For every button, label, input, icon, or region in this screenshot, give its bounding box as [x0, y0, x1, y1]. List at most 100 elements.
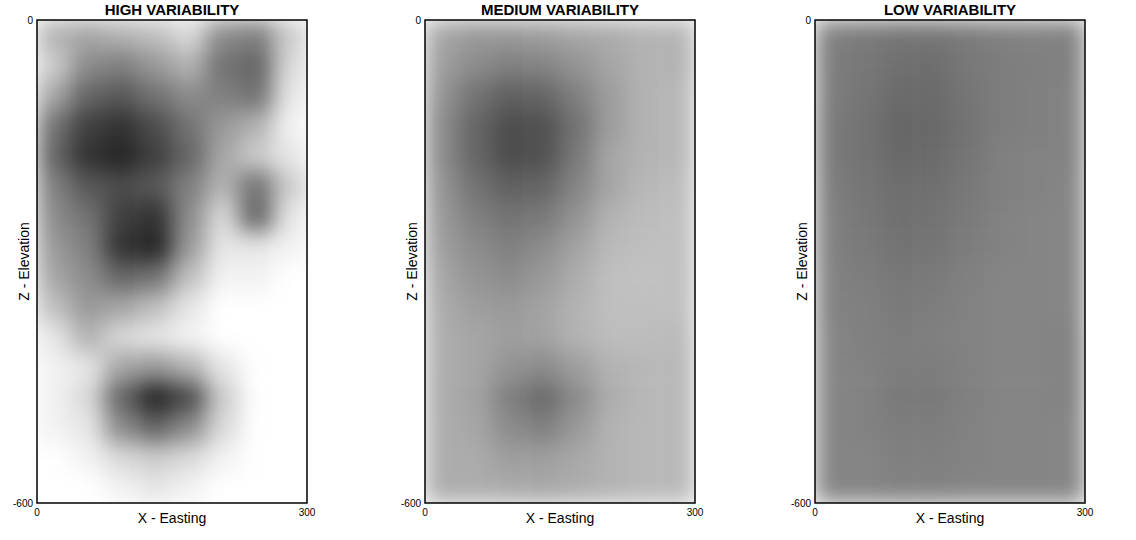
- heat-cell: [1018, 322, 1052, 353]
- heat-cell: [37, 292, 71, 323]
- heat-cell: [916, 80, 950, 111]
- heat-cell: [172, 141, 206, 172]
- heat-cell: [425, 231, 459, 262]
- heat-cell: [493, 50, 527, 81]
- heat-cell: [950, 292, 984, 323]
- heat-cell: [37, 201, 71, 232]
- heat-cell: [950, 352, 984, 383]
- heat-cell: [206, 111, 240, 142]
- heat-cell: [984, 292, 1018, 323]
- heat-cell: [37, 80, 71, 111]
- heat-cell: [172, 80, 206, 111]
- heat-cell: [1051, 412, 1085, 443]
- heat-cell: [661, 80, 695, 111]
- panel-title: MEDIUM VARIABILITY: [481, 1, 639, 18]
- heat-cell: [950, 473, 984, 503]
- heat-cell: [425, 322, 459, 353]
- heat-cell: [1051, 141, 1085, 172]
- heat-cell: [883, 50, 917, 81]
- heat-cell: [984, 231, 1018, 262]
- heat-cell: [661, 443, 695, 474]
- heat-cell: [849, 20, 883, 51]
- heat-cell: [273, 473, 307, 503]
- heat-cell: [984, 473, 1018, 503]
- heat-cell: [594, 473, 628, 503]
- heat-cell: [849, 171, 883, 202]
- x-tick-label: 0: [422, 507, 428, 518]
- heat-cell: [815, 412, 849, 443]
- heat-cell: [273, 20, 307, 51]
- heat-cell: [849, 412, 883, 443]
- heat-cell: [425, 352, 459, 383]
- heat-cell: [138, 171, 172, 202]
- heat-cell: [37, 262, 71, 293]
- heat-cell: [526, 171, 560, 202]
- heat-cell: [1051, 171, 1085, 202]
- heat-cell: [950, 50, 984, 81]
- heat-cell: [273, 231, 307, 262]
- heat-cell: [37, 322, 71, 353]
- panel: LOW VARIABILITY-60000300X - EastingZ - E…: [791, 1, 1094, 526]
- heat-cell: [71, 171, 105, 202]
- heat-cell: [138, 443, 172, 474]
- heat-cell: [526, 20, 560, 51]
- heat-cell: [526, 292, 560, 323]
- heat-cell: [206, 20, 240, 51]
- y-axis-title: Z - Elevation: [794, 222, 810, 301]
- heat-cell: [273, 352, 307, 383]
- heat-cell: [206, 141, 240, 172]
- y-tick-label: -600: [13, 498, 33, 509]
- heat-cell: [1018, 473, 1052, 503]
- heat-cell: [984, 141, 1018, 172]
- heat-cell: [138, 292, 172, 323]
- heat-cell: [984, 322, 1018, 353]
- heat-cell: [37, 382, 71, 413]
- heat-cell: [950, 201, 984, 232]
- heat-cell: [138, 262, 172, 293]
- heat-cell: [628, 382, 662, 413]
- heat-cell: [240, 50, 274, 81]
- heat-cell: [273, 80, 307, 111]
- heat-cell: [815, 322, 849, 353]
- heat-cell: [240, 292, 274, 323]
- heat-cell: [526, 443, 560, 474]
- heat-cell: [560, 80, 594, 111]
- heat-cell: [560, 20, 594, 51]
- heat-cell: [71, 473, 105, 503]
- heat-cell: [273, 141, 307, 172]
- heat-cell: [459, 443, 493, 474]
- heat-cell: [425, 382, 459, 413]
- heat-cell: [1018, 443, 1052, 474]
- heat-cell: [661, 111, 695, 142]
- heat-cell: [560, 231, 594, 262]
- heat-cell: [594, 201, 628, 232]
- heat-cell: [493, 20, 527, 51]
- heat-cell: [1018, 201, 1052, 232]
- heat-cell: [1051, 231, 1085, 262]
- heat-cell: [1051, 473, 1085, 503]
- heat-cell: [560, 443, 594, 474]
- heat-cell: [172, 473, 206, 503]
- heat-cell: [560, 412, 594, 443]
- heat-cell: [206, 473, 240, 503]
- heat-cell: [984, 50, 1018, 81]
- heat-cell: [493, 171, 527, 202]
- heat-cell: [71, 292, 105, 323]
- heat-cell: [661, 473, 695, 503]
- heat-cell: [628, 322, 662, 353]
- panel: MEDIUM VARIABILITY-60000300X - EastingZ …: [401, 1, 704, 526]
- heat-cell: [240, 111, 274, 142]
- heat-cell: [883, 443, 917, 474]
- heat-cell: [206, 80, 240, 111]
- heat-cell: [273, 262, 307, 293]
- heat-cell: [849, 201, 883, 232]
- heat-cell: [206, 50, 240, 81]
- frame: [815, 20, 1085, 503]
- heat-cell: [138, 111, 172, 142]
- heat-cell: [425, 473, 459, 503]
- heat-cell: [493, 382, 527, 413]
- heat-cell: [105, 50, 139, 81]
- heat-cell: [526, 80, 560, 111]
- heat-cell: [37, 171, 71, 202]
- heat-cell: [493, 262, 527, 293]
